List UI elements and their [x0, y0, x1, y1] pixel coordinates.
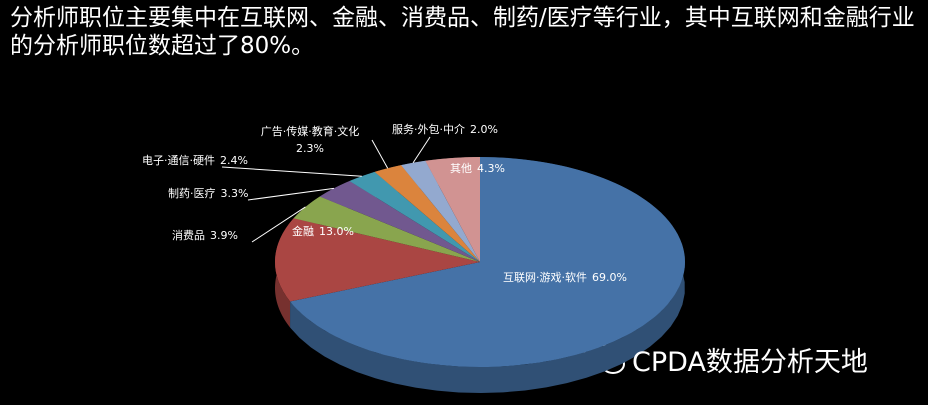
slice	[293, 196, 480, 262]
slice	[425, 157, 480, 262]
data-label: 互联网·游戏·软件 69.0%	[503, 270, 627, 284]
leader-line	[251, 206, 306, 243]
category-label: 金融	[292, 224, 314, 238]
watermark: CPDA数据分析天地	[632, 347, 868, 378]
category-label: 广告·传媒·教育·文化	[261, 124, 360, 138]
data-label: 广告·传媒·教育·文化 2.3%	[261, 124, 360, 155]
category-label: 互联网·游戏·软件	[503, 270, 587, 284]
value-label: 69.0%	[592, 271, 627, 284]
leader-line	[412, 136, 431, 164]
leader-line	[221, 166, 362, 177]
slice	[275, 218, 480, 302]
data-label: 金融 13.0%	[292, 224, 354, 238]
category-label: 电子·通信·硬件	[142, 154, 215, 167]
value-label: 3.3%	[221, 187, 249, 200]
data-label: 服务·外包·中介 2.0%	[392, 123, 498, 136]
category-label: 服务·外包·中介	[392, 123, 465, 136]
category-label: 消费品	[172, 228, 205, 242]
chart-title: 分析师职位主要集中在互联网、金融、消费品、制药/医疗等行业，其中互联网和金融行业…	[10, 5, 915, 59]
leader-line	[371, 139, 389, 169]
slice	[319, 181, 480, 262]
value-label: 2.0%	[470, 123, 498, 136]
slice	[374, 165, 480, 262]
value-label: 2.3%	[296, 142, 324, 155]
data-label: 其他 4.3%	[450, 162, 505, 175]
value-label: 2.4%	[220, 154, 248, 167]
value-label: 3.9%	[210, 229, 238, 242]
value-label: 13.0%	[319, 225, 354, 238]
slice	[401, 160, 480, 262]
data-label: 制药·医疗 3.3%	[168, 186, 248, 200]
data-label: 电子·通信·硬件 2.4%	[142, 154, 248, 167]
value-label: 4.3%	[477, 162, 505, 175]
slice	[290, 157, 685, 367]
leader-line	[247, 187, 334, 201]
data-label: 消费品 3.9%	[172, 228, 238, 242]
category-label: 制药·医疗	[168, 186, 216, 200]
category-label: 其他	[450, 162, 472, 175]
slice	[349, 171, 480, 262]
